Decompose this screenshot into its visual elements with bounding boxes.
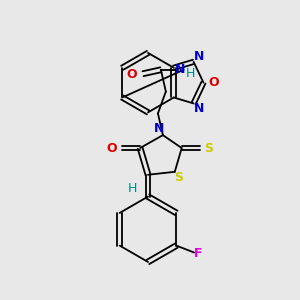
Text: S: S bbox=[174, 171, 183, 184]
Text: H: H bbox=[128, 182, 137, 195]
Text: O: O bbox=[208, 76, 219, 89]
Text: O: O bbox=[127, 68, 137, 81]
Text: N: N bbox=[154, 122, 164, 135]
Text: O: O bbox=[106, 142, 117, 154]
Text: N: N bbox=[194, 102, 205, 115]
Text: S: S bbox=[204, 142, 213, 154]
Text: N: N bbox=[194, 50, 205, 63]
Text: H: H bbox=[186, 67, 195, 80]
Text: F: F bbox=[194, 247, 203, 260]
Text: N: N bbox=[175, 63, 185, 76]
